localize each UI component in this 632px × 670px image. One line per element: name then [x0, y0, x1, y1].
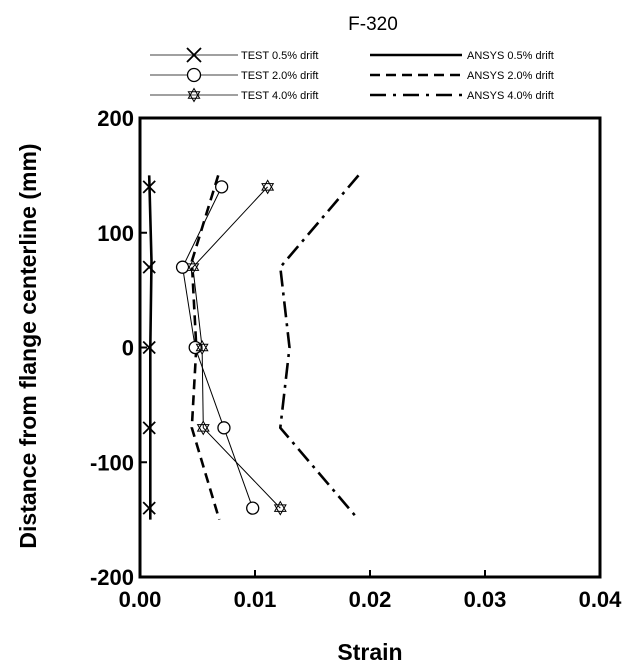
chart-title: F-320 [348, 14, 398, 35]
data-point-test-2-0-drift-0 [214, 180, 229, 194]
series-line-ansys-4-0-drift [279, 174, 360, 521]
data-point-test-4-0-drift-3 [196, 420, 210, 436]
legend-entry-test-2-0-drift: TEST 2.0% drift [150, 67, 318, 83]
x-tick-label: 0.03 [464, 587, 507, 612]
legend-entry-ansys-4-0-drift: ANSYS 4.0% drift [370, 90, 554, 102]
series-test-2-0-drift [175, 180, 260, 515]
plot-area [138, 116, 602, 579]
x-tick-label: 0.04 [579, 587, 623, 612]
data-point-test-4-0-drift-0 [261, 179, 275, 195]
legend-marker [187, 87, 201, 103]
legend-marker [186, 47, 202, 63]
x-tick-label: 0.00 [119, 587, 162, 612]
y-tick-label: -100 [90, 450, 134, 475]
data-point-test-4-0-drift-2 [195, 339, 209, 356]
x-axis-label: Strain [337, 639, 402, 665]
y-tick-label: 200 [97, 106, 134, 131]
x-tick-label: 0.02 [349, 587, 392, 612]
y-axis-ticks: -200 -100 0 100 200 [90, 106, 147, 590]
legend-label: ANSYS 0.5% drift [467, 50, 554, 62]
legend-entry-ansys-2-0-drift: ANSYS 2.0% drift [370, 70, 554, 82]
data-point-test-0-5-drift-2 [142, 340, 156, 355]
data-point-test-0-5-drift-3 [142, 421, 156, 435]
y-tick-label: 0 [122, 336, 134, 361]
data-point-test-0-5-drift-0 [142, 180, 156, 194]
plot-frame [138, 116, 602, 579]
legend-label: ANSYS 2.0% drift [467, 70, 554, 82]
series-test-0-5-drift [142, 180, 156, 515]
data-point-test-2-0-drift-4 [246, 501, 260, 515]
legend: TEST 0.5% drift TEST 2.0% drift TEST 4.0% … [150, 47, 554, 103]
y-tick-label: -200 [90, 565, 134, 590]
legend-label: TEST 2.0% drift [241, 70, 318, 82]
data-point-test-0-5-drift-4 [142, 501, 156, 515]
data-point-test-2-0-drift-1 [175, 260, 190, 274]
series-line-test-4-0-drift [192, 186, 281, 509]
data-point-test-4-0-drift-1 [186, 259, 200, 275]
series-test-4-0-drift [186, 179, 287, 516]
x-axis-ticks: 0.00 0.01 0.02 0.03 0.04 [119, 570, 623, 612]
data-point-test-0-5-drift-1 [142, 260, 156, 274]
legend-entry-ansys-0-5-drift: ANSYS 0.5% drift [370, 50, 554, 62]
legend-entry-test-0-5-drift: TEST 0.5% drift [150, 47, 318, 63]
legend-entry-test-4-0-drift: TEST 4.0% drift [150, 87, 318, 103]
data-point-test-2-0-drift-2 [188, 340, 202, 355]
y-axis-label: Distance from flange centerline (mm) [15, 143, 41, 548]
legend-marker [186, 67, 202, 83]
legend-label: ANSYS 4.0% drift [467, 90, 554, 102]
y-tick-label: 100 [97, 221, 134, 246]
legend-label: TEST 4.0% drift [241, 90, 318, 102]
x-tick-label: 0.01 [234, 587, 277, 612]
data-point-test-4-0-drift-4 [273, 500, 287, 516]
legend-label: TEST 0.5% drift [241, 50, 318, 62]
data-point-test-2-0-drift-3 [217, 421, 231, 435]
